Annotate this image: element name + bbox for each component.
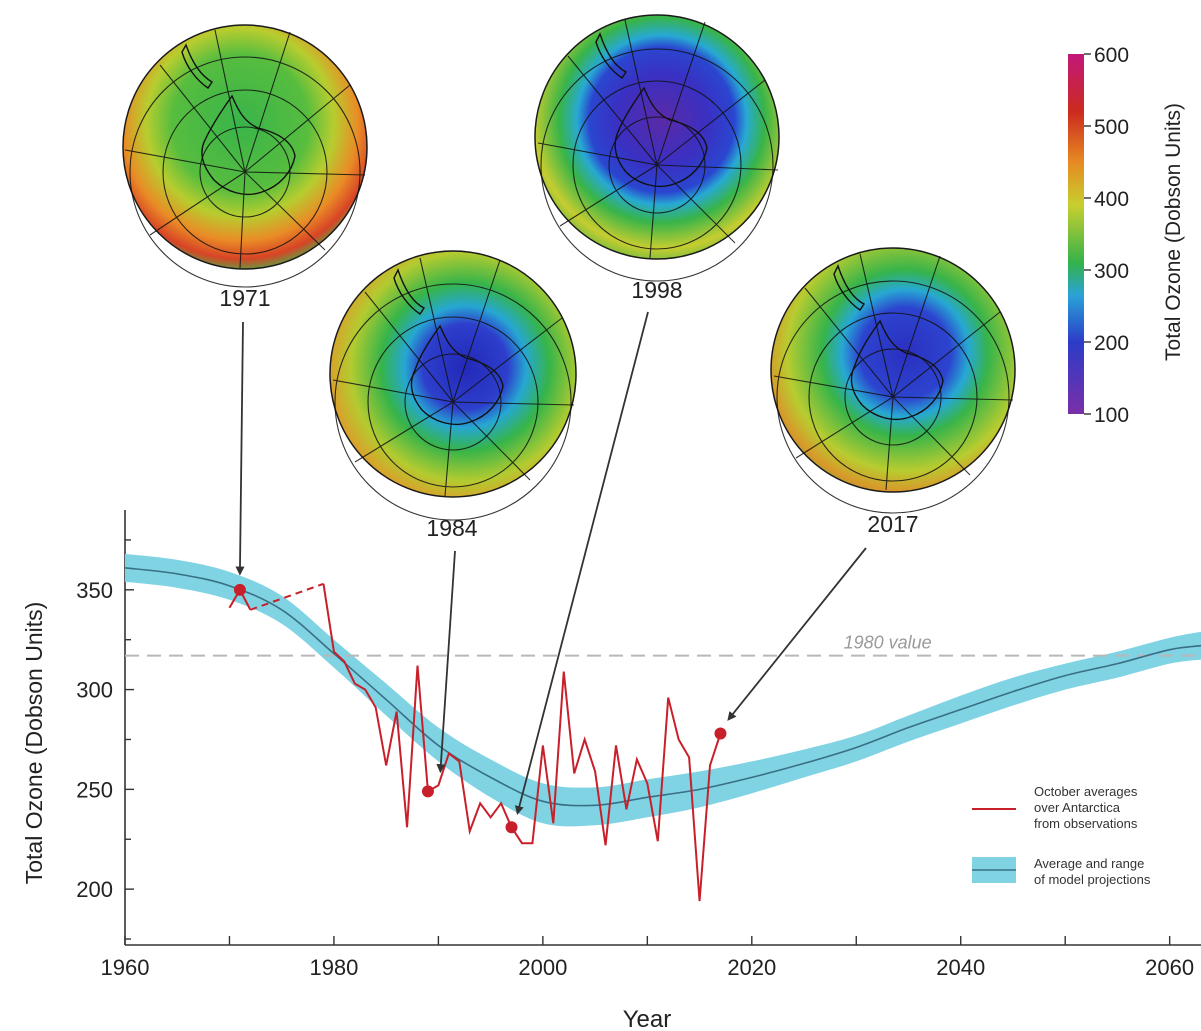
globe-year-label: 1971 — [219, 285, 270, 311]
x-tick-label: 2040 — [936, 955, 985, 980]
y-axis-title: Total Ozone (Dobson Units) — [21, 602, 47, 885]
globe-1998: 1998 — [534, 14, 780, 303]
legend-observations-line: October averages — [1034, 784, 1138, 799]
colorbar-tick-label: 200 — [1094, 332, 1129, 355]
x-axis: 1960 1980 2000 2020 2040 2060 — [101, 936, 1201, 980]
y-tick-label: 350 — [76, 578, 113, 603]
colorbar-gradient — [1068, 54, 1084, 414]
observation-gap-segment — [250, 582, 324, 611]
callout-arrow — [235, 321, 245, 576]
colorbar-ticks: 600 500 400 300 200 100 — [1084, 44, 1129, 427]
y-axis: 200 250 300 350 — [76, 510, 134, 945]
globe-1971: 1971 — [122, 24, 368, 311]
x-tick-label: 2000 — [518, 955, 567, 980]
colorbar-tick-label: 500 — [1094, 116, 1129, 139]
colorbar-tick-label: 300 — [1094, 260, 1129, 283]
x-tick-label: 1960 — [101, 955, 150, 980]
observation-point — [233, 583, 246, 596]
globe-2017: 2017 — [770, 247, 1016, 537]
colorbar-tick-label: 100 — [1094, 404, 1129, 427]
x-tick-label: 2020 — [727, 955, 776, 980]
y-tick-label: 200 — [76, 877, 113, 902]
legend-observations-line: over Antarctica — [1034, 800, 1121, 815]
reference-label: 1980 value — [844, 633, 932, 653]
callout-arrow — [727, 547, 867, 721]
y-tick-label: 300 — [76, 678, 113, 703]
colorbar-label: Total Ozone (Dobson Units) — [1162, 103, 1185, 361]
x-tick-label: 1980 — [309, 955, 358, 980]
callout-arrow — [514, 311, 649, 816]
legend-observations-line: from observations — [1034, 816, 1138, 831]
globe-1984: 1984 — [329, 250, 577, 541]
x-tick-label: 2060 — [1145, 955, 1194, 980]
callout-arrow — [436, 550, 456, 774]
observation-highlight-points — [233, 583, 727, 834]
x-axis-title: Year — [623, 1006, 672, 1031]
observation-point — [421, 785, 434, 798]
globe-year-label: 1984 — [426, 515, 477, 541]
observation-point — [714, 727, 727, 740]
globe-year-label: 1998 — [631, 277, 682, 303]
callout-arrows — [235, 311, 867, 816]
legend-observations-label: October averages over Antarctica from ob… — [1034, 784, 1141, 831]
y-tick-label: 250 — [76, 777, 113, 802]
model-mean-line — [124, 567, 1201, 807]
observation-point — [505, 821, 518, 834]
model-range-band — [125, 553, 1201, 827]
legend-model-label: Average and range of model projections — [1034, 856, 1151, 887]
colorbar-tick-label: 400 — [1094, 188, 1129, 211]
colorbar-tick-label: 600 — [1094, 44, 1129, 67]
legend-model-line: of model projections — [1034, 872, 1151, 887]
globe-year-label: 2017 — [867, 511, 918, 537]
colorbar: 600 500 400 300 200 100 Total Ozone (Dobson U… — [1068, 44, 1185, 427]
ozone-chart: 200 250 300 350 1960 1980 2000 2020 2040 2060 19… — [21, 311, 1201, 1031]
legend-model-line: Average and range — [1034, 856, 1144, 871]
legend: October averages over Antarctica from ob… — [972, 784, 1151, 887]
